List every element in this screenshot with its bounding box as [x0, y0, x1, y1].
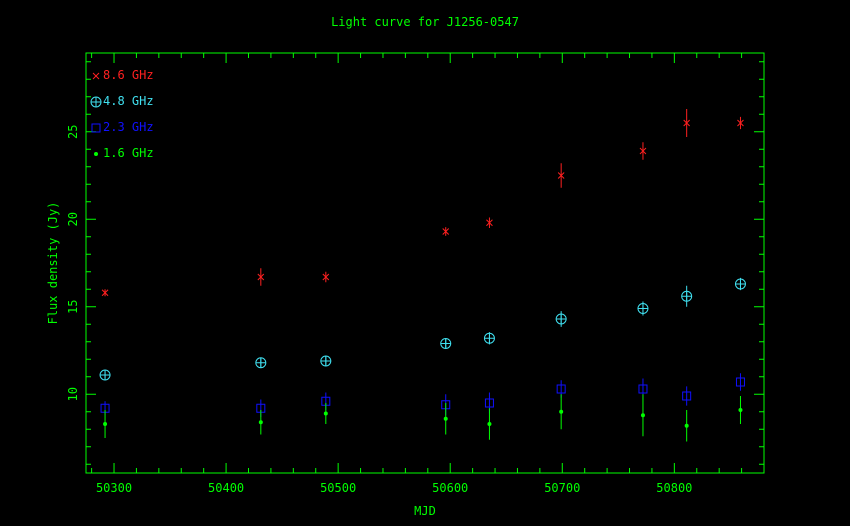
data-point-marker	[682, 391, 692, 401]
x-axis-label: MJD	[414, 504, 436, 518]
data-point-marker	[323, 411, 328, 416]
chart-title: Light curve for J1256-0547	[331, 15, 519, 29]
x-tick-label: 50800	[656, 481, 692, 495]
data-point-marker	[257, 273, 265, 281]
legend-label: 2.3 GHz	[103, 120, 154, 134]
data-point-marker	[487, 422, 492, 426]
y-tick-label: 20	[66, 212, 80, 226]
legend-marker	[91, 123, 101, 133]
series-1-6-ghz	[103, 394, 743, 442]
y-tick-label: 10	[66, 387, 80, 401]
data-point-marker	[683, 119, 691, 127]
data-point-marker	[557, 172, 565, 179]
data-point-marker	[738, 408, 743, 412]
tick-labels: 50300 50400 50500 50600 50700 50800 10 15 20 25	[66, 125, 692, 495]
legend-marker	[92, 72, 100, 80]
data-point-marker	[486, 219, 493, 227]
plot-frame	[85, 52, 765, 474]
data-point-marker	[443, 416, 448, 421]
legend-label: 1.6 GHz	[103, 146, 154, 160]
legend-label: 4.8 GHz	[103, 94, 154, 108]
data-point-marker	[103, 422, 108, 426]
data-point-marker	[737, 119, 744, 127]
data-point-marker	[639, 147, 647, 155]
legend-marker	[94, 152, 98, 156]
data-point-marker	[322, 273, 330, 281]
legend-label: 8.6 GHz	[103, 68, 154, 82]
y-axis-label: Flux density (Jy)	[46, 202, 60, 325]
axis-ticks	[86, 53, 765, 473]
data-point-marker	[735, 377, 745, 387]
y-tick-label: 25	[66, 125, 80, 139]
data-point-marker	[258, 420, 263, 425]
series-8-6-ghz	[101, 109, 744, 297]
x-tick-label: 50600	[432, 481, 468, 495]
y-tick-label: 15	[66, 300, 80, 314]
data-point-marker	[638, 384, 648, 394]
data-point-marker	[684, 423, 689, 428]
data-series	[99, 109, 746, 442]
series-4-8-ghz	[99, 277, 746, 381]
data-point-marker	[556, 384, 566, 394]
legend: 8.6 GHz 4.8 GHz 2.3 GHz 1.6 GHz	[90, 68, 154, 160]
data-point-marker	[640, 413, 645, 418]
x-tick-label: 50300	[96, 481, 132, 495]
data-point-marker	[442, 228, 450, 235]
x-tick-label: 50700	[544, 481, 580, 495]
data-point-marker	[101, 289, 109, 297]
x-tick-label: 50400	[208, 481, 244, 495]
data-point-marker	[559, 409, 564, 414]
x-tick-label: 50500	[320, 481, 356, 495]
data-point-marker	[484, 398, 494, 408]
